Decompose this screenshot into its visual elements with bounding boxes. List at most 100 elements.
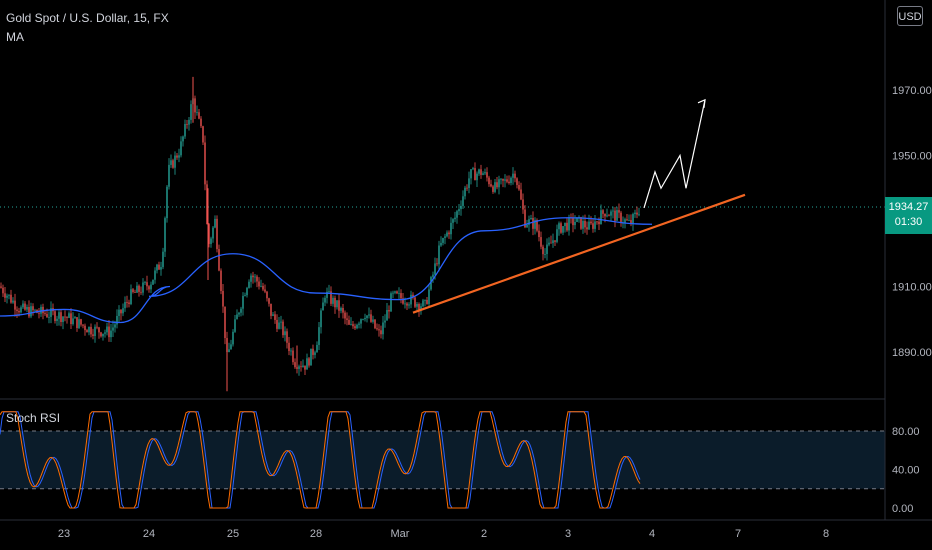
candle-body: [268, 298, 270, 304]
time-axis[interactable]: 23 24 25 28 Mar 2 3 4 7 8: [58, 528, 829, 540]
candle-body: [112, 327, 114, 331]
candle-body: [346, 318, 348, 320]
candle-body: [354, 326, 356, 329]
candle-body: [284, 331, 286, 336]
candle-body: [374, 319, 376, 329]
candle-body: [214, 218, 216, 228]
last-price-tag: 1934.27 01:30: [885, 197, 932, 234]
candle-body: [224, 306, 226, 339]
candle-body: [594, 221, 596, 229]
candle-body: [474, 168, 476, 181]
candle-body: [312, 348, 314, 355]
candle-body: [76, 317, 78, 329]
candle-body: [44, 313, 46, 315]
candle-body: [108, 326, 110, 338]
candle-body: [6, 295, 8, 298]
candle-body: [412, 294, 414, 298]
candle-body: [532, 218, 534, 229]
candle-body: [552, 240, 554, 244]
candle-body: [160, 267, 162, 270]
candle-body: [566, 222, 568, 231]
candle-body: [424, 299, 426, 301]
candle-body: [616, 210, 618, 221]
candle-body: [300, 366, 302, 368]
candle-body: [282, 321, 284, 336]
candle-body: [430, 277, 432, 290]
candle-body: [498, 179, 500, 188]
candle-body: [194, 98, 196, 113]
candle-body: [212, 227, 214, 239]
candle-body: [548, 242, 550, 245]
candle-body: [140, 291, 142, 293]
candle-body: [184, 124, 186, 137]
candle-body: [278, 322, 280, 329]
candle-body: [260, 285, 262, 287]
candle-body: [608, 215, 610, 217]
candle-body: [232, 331, 234, 345]
stoch-legend[interactable]: Stoch RSI: [6, 411, 61, 425]
price-axis-label: 1890.00: [892, 347, 932, 359]
candle-body: [550, 242, 552, 244]
candle-body: [42, 306, 44, 314]
candle-body: [362, 319, 364, 320]
candle-body: [458, 209, 460, 212]
candle-body: [258, 281, 260, 287]
stoch-rsi-pane[interactable]: [0, 411, 885, 509]
candle-body: [418, 303, 420, 311]
candle-body: [84, 325, 86, 331]
candle-body: [540, 237, 542, 247]
projection-path: [643, 99, 706, 209]
candle-body: [572, 217, 574, 226]
projection-arrowhead: [697, 98, 706, 108]
candle-body: [134, 292, 136, 293]
candle-body: [244, 295, 246, 296]
candle-body: [636, 212, 638, 215]
candle-body: [110, 330, 112, 338]
candle-body: [618, 210, 620, 213]
candle-body: [318, 327, 320, 345]
candle-body: [440, 242, 442, 246]
candle-body: [322, 302, 324, 311]
candle-body: [476, 173, 478, 181]
stoch-axis[interactable]: 0.00 40.00 80.00: [892, 426, 920, 515]
candle-body: [228, 349, 230, 353]
candle-body: [202, 126, 204, 143]
candle-body: [416, 303, 418, 307]
candle-body: [60, 312, 62, 323]
candle-body: [402, 298, 404, 304]
candle-body: [384, 320, 386, 323]
candle-body: [94, 326, 96, 337]
candle-body: [124, 302, 126, 309]
bar-countdown: 01:30: [894, 216, 923, 228]
candle-body: [620, 212, 622, 224]
currency-button[interactable]: USD: [897, 6, 923, 26]
candle-body: [168, 164, 170, 187]
candle-body: [302, 365, 304, 368]
candle-body: [606, 215, 608, 217]
candle-body: [220, 270, 222, 291]
candle-body: [358, 323, 360, 325]
candle-body: [92, 334, 94, 337]
candle-body: [516, 178, 518, 185]
candle-body: [310, 348, 312, 366]
candle-body: [554, 240, 556, 242]
candle-body: [332, 297, 334, 304]
ma-legend[interactable]: MA: [6, 30, 24, 44]
candle-body: [152, 279, 154, 285]
candle-body: [142, 282, 144, 293]
candle-body: [436, 263, 438, 265]
candle-body: [2, 287, 4, 294]
candle-body: [522, 199, 524, 210]
candle-body: [580, 217, 582, 229]
candle-body: [230, 344, 232, 350]
symbol-legend[interactable]: Gold Spot / U.S. Dollar, 15, FX: [6, 11, 169, 25]
candle-body: [146, 282, 148, 287]
price-axis-label: 1910.00: [892, 282, 932, 294]
candle-body: [246, 287, 248, 296]
price-axis[interactable]: 1890.00 1910.00 1950.00 1970.00: [892, 85, 932, 359]
candle-body: [562, 226, 564, 233]
candle-body: [490, 184, 492, 187]
candle-body: [514, 173, 516, 179]
drawing-layer[interactable]: [412, 98, 746, 314]
